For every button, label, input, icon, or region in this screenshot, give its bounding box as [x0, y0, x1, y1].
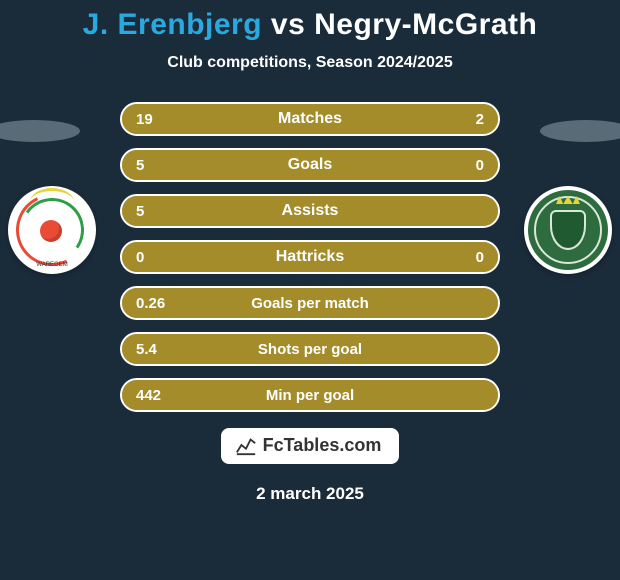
stat-label: Hattricks: [276, 248, 344, 265]
stat-label: Min per goal: [266, 387, 354, 404]
subtitle: Club competitions, Season 2024/2025: [167, 54, 452, 72]
date-text: 2 march 2025: [256, 484, 364, 504]
stat-row: 0.26Goals per match: [120, 286, 500, 320]
stat-label: Goals per match: [251, 295, 369, 312]
player1-silhouette-shadow: [0, 120, 80, 142]
club-badge-right: [524, 186, 612, 274]
stat-label: Matches: [278, 110, 342, 127]
player1-name: J. Erenbjerg: [83, 8, 262, 41]
player2-name: Negry-McGrath: [314, 8, 537, 41]
club-badge-left: WAREGEM: [8, 186, 96, 274]
stat-label: Assists: [282, 202, 339, 219]
stat-row: 5Goals0: [120, 148, 500, 182]
stat-label: Goals: [288, 156, 332, 173]
lommel-united-badge: [528, 190, 608, 270]
attribution: FcTables.com: [221, 428, 400, 464]
attribution-text: FcTables.com: [263, 435, 382, 456]
sv-waregem-badge: WAREGEM: [16, 194, 88, 266]
page-title: J. Erenbjerg vs Negry-McGrath: [83, 8, 538, 42]
stat-row: 19Matches2: [120, 102, 500, 136]
right-column: [518, 102, 618, 274]
comparison-card: J. Erenbjerg vs Negry-McGrath Club compe…: [0, 0, 620, 580]
vs-separator: vs: [271, 8, 305, 41]
chart-icon: [235, 434, 257, 456]
left-column: WAREGEM: [2, 102, 102, 274]
stat-label: Shots per goal: [258, 341, 362, 358]
stat-row: 5.4Shots per goal: [120, 332, 500, 366]
stat-row: 442Min per goal: [120, 378, 500, 412]
stat-row: 0Hattricks0: [120, 240, 500, 274]
stats-list: 19Matches2 5Goals0 5Assists 0Hattricks0 0.26…: [120, 102, 500, 412]
stat-row: 5Assists: [120, 194, 500, 228]
main-row: WAREGEM 19Matches2 5Goals0 5Assists 0Hattri…: [0, 102, 620, 412]
player2-silhouette-shadow: [540, 120, 620, 142]
